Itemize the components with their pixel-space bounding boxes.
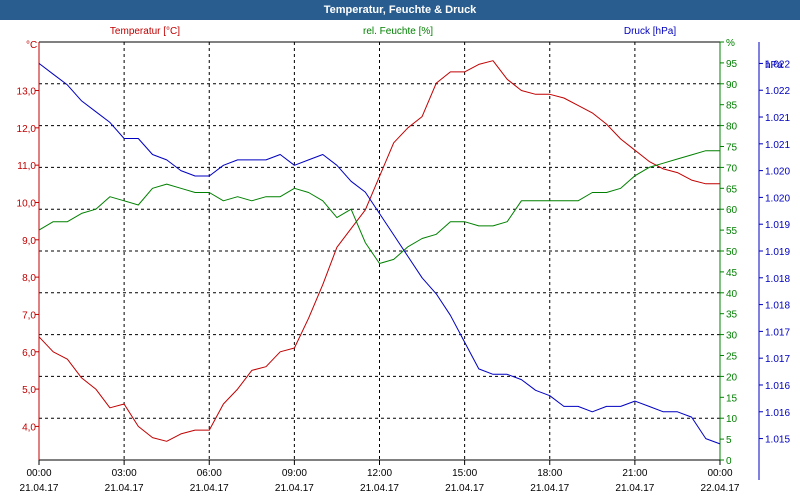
pressure-tick-label: 1.019 xyxy=(765,220,790,231)
temperature-series-title: Temperatur [°C] xyxy=(110,26,180,37)
humidity-tick-label: 75 xyxy=(726,143,738,154)
humidity-tick-label: 50 xyxy=(726,247,738,258)
pressure-tick-label: 1.020 xyxy=(765,193,790,204)
chart: 00:00 21.04.17 03:00 21.04.17 06:00 21.04.17 0… xyxy=(17,26,791,494)
humidity-tick-label: 80 xyxy=(726,122,738,133)
pressure-tick-label: 1.020 xyxy=(765,167,790,178)
x-tick-date: 21.04.17 xyxy=(275,483,314,494)
humidity-tick-label: 45 xyxy=(726,268,738,279)
humidity-tick-label: 60 xyxy=(726,205,738,216)
humidity-series-title: rel. Feuchte [%] xyxy=(363,26,433,37)
humidity-tick-label: 10 xyxy=(726,414,738,425)
humidity-line xyxy=(38,150,720,264)
humidity-tick-label: 0 xyxy=(726,456,732,467)
window-title: Temperatur, Feuchte & Druck xyxy=(0,0,800,20)
temperature-tick-label: 5,0 xyxy=(22,385,36,396)
humidity-tick-label: 95 xyxy=(726,59,738,70)
pressure-tick-label: 1.022 xyxy=(765,59,790,70)
x-tick-date: 21.04.17 xyxy=(360,483,399,494)
x-tick-time: 00:00 xyxy=(707,468,732,479)
x-tick-date: 21.04.17 xyxy=(105,483,144,494)
temperature-tick-label: 10,0 xyxy=(17,198,37,209)
humidity-tick-label: 5 xyxy=(726,435,732,446)
pressure-tick-label: 1.022 xyxy=(765,86,790,97)
humidity-tick-label: 55 xyxy=(726,226,738,237)
x-tick-date: 21.04.17 xyxy=(530,483,569,494)
humidity-tick-label: % xyxy=(726,38,735,49)
x-tick-time: 06:00 xyxy=(197,468,222,479)
x-tick-date: 21.04.17 xyxy=(20,483,59,494)
pressure-tick-label: 1.016 xyxy=(765,408,790,419)
temperature-tick-label: 12,0 xyxy=(17,124,37,135)
humidity-tick-label: 90 xyxy=(726,80,738,91)
humidity-tick-label: 25 xyxy=(726,352,738,363)
x-tick-time: 03:00 xyxy=(112,468,137,479)
humidity-tick-label: 70 xyxy=(726,163,738,174)
pressure-tick-label: 1.015 xyxy=(765,435,790,446)
x-tick-time: 18:00 xyxy=(537,468,562,479)
x-tick-date: 21.04.17 xyxy=(445,483,484,494)
pressure-tick-label: 1.018 xyxy=(765,301,790,312)
x-tick-date: 21.04.17 xyxy=(615,483,654,494)
humidity-tick-label: 30 xyxy=(726,331,738,342)
x-tick-date: 22.04.17 xyxy=(701,483,740,494)
temperature-axis-unit: °C xyxy=(26,40,37,51)
x-tick-time: 15:00 xyxy=(452,468,477,479)
pressure-tick-label: 1.021 xyxy=(765,140,790,151)
humidity-tick-label: 65 xyxy=(726,184,738,195)
temperature-line xyxy=(38,60,720,442)
humidity-tick-label: 15 xyxy=(726,393,738,404)
pressure-tick-label: 1.021 xyxy=(765,113,790,124)
temperature-tick-label: 8,0 xyxy=(22,273,36,284)
temperature-tick-label: 11,0 xyxy=(17,161,36,172)
x-tick-date: 21.04.17 xyxy=(190,483,229,494)
pressure-tick-label: 1.017 xyxy=(765,354,790,365)
x-tick-time: 21:00 xyxy=(622,468,647,479)
humidity-tick-label: 35 xyxy=(726,310,738,321)
x-tick-time: 09:00 xyxy=(282,468,307,479)
temperature-tick-label: 13,0 xyxy=(17,87,37,98)
humidity-tick-label: 20 xyxy=(726,372,738,383)
pressure-tick-label: 1.018 xyxy=(765,274,790,285)
pressure-tick-label: 1.019 xyxy=(765,247,790,258)
humidity-tick-label: 85 xyxy=(726,101,738,112)
temperature-tick-label: 9,0 xyxy=(22,236,36,247)
temperature-tick-label: 7,0 xyxy=(22,310,36,321)
temperature-tick-label: 6,0 xyxy=(22,348,36,359)
pressure-tick-label: 1.016 xyxy=(765,381,790,392)
pressure-line xyxy=(38,63,721,445)
pressure-axis-unit: hPa xyxy=(765,60,783,71)
pressure-tick-label: 1.017 xyxy=(765,327,790,338)
pressure-series-title: Druck [hPa] xyxy=(624,26,676,37)
temperature-tick-label: 4,0 xyxy=(22,422,36,433)
humidity-tick-label: 40 xyxy=(726,289,738,300)
x-tick-time: 12:00 xyxy=(367,468,392,479)
x-tick-time: 00:00 xyxy=(26,468,51,479)
